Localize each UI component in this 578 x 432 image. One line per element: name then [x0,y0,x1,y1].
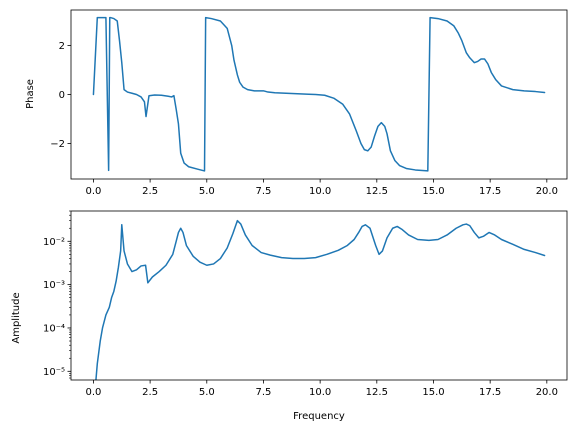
amplitude-y-tick-label: 10⁻⁵ [43,367,65,378]
frequency-axis-label: Frequency [293,411,345,422]
amplitude-series-line [95,219,546,380]
amplitude-y-tick-label: 10⁻³ [43,280,65,291]
amplitude-plot: Amplitude Frequency 0.0 2.5 5.0 7.5 10.0 12.5… [11,210,568,422]
phase-x-tick-label: 20.0 [536,186,558,197]
amplitude-x-tick-label: 7.5 [256,387,272,398]
phase-y-tick-label: −2 [50,139,65,150]
phase-x-tick-label: 10.0 [309,186,331,197]
phase-y-tick-label: 2 [59,41,65,52]
amplitude-x-tick-label: 12.5 [366,387,388,398]
phase-plot: Phase 0.0 2.5 5.0 7.5 10.0 12.5 15.0 17.5 20.0 −2… [25,9,568,197]
amplitude-axes-frame [70,210,568,381]
amplitude-x-tick-label: 15.0 [422,387,444,398]
amplitude-x-tick-label: 5.0 [199,387,215,398]
amplitude-x-tick-label: 20.0 [536,387,558,398]
amplitude-x-tick-label: 0.0 [85,387,101,398]
phase-y-tick-label: 0 [59,90,65,101]
phase-x-tick-label: 5.0 [199,186,215,197]
amplitude-y-tick-label: 10⁻² [43,237,65,248]
phase-series-line [92,16,546,172]
phase-x-tick-label: 17.5 [479,186,501,197]
phase-axis-label: Phase [25,79,36,109]
phase-x-tick-label: 2.5 [142,186,158,197]
amplitude-y-tick-label: 10⁻⁴ [43,323,65,334]
amplitude-x-tick-label: 2.5 [142,387,158,398]
phase-x-tick-label: 0.0 [85,186,101,197]
phase-x-tick-label: 7.5 [256,186,272,197]
amplitude-axis-label: Amplitude [11,292,22,343]
amplitude-x-tick-label: 17.5 [479,387,501,398]
amplitude-x-tick-label: 10.0 [309,387,331,398]
phase-x-tick-label: 12.5 [366,186,388,197]
phase-x-tick-label: 15.0 [422,186,444,197]
